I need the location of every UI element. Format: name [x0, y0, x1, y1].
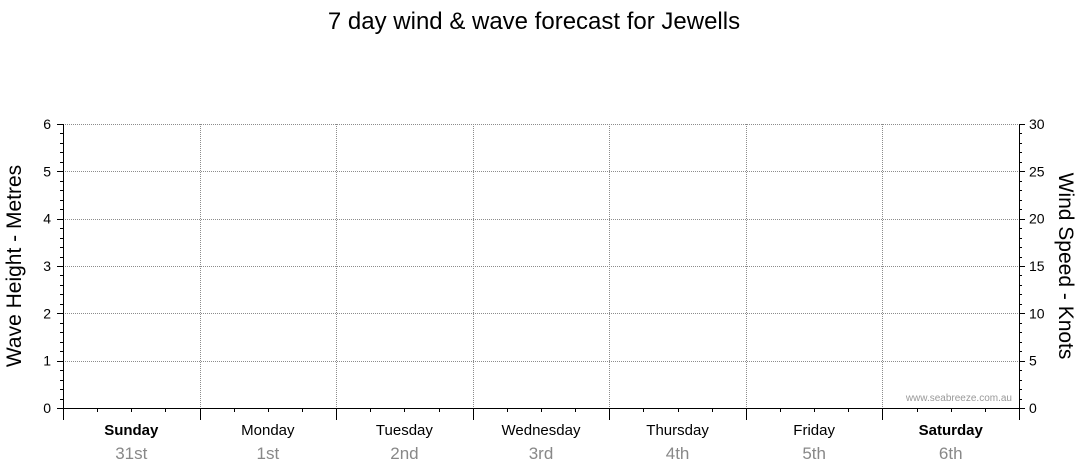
- left-tick-label: 4: [43, 211, 51, 227]
- day-date-label: 4th: [666, 444, 690, 463]
- watermark: www.seabreeze.com.au: [905, 393, 1012, 404]
- day-name-label: Saturday: [919, 422, 984, 439]
- day-date-label: 6th: [939, 444, 963, 463]
- day-name-label: Thursday: [646, 422, 709, 439]
- right-tick-label: 10: [1029, 305, 1045, 321]
- day-name-label: Wednesday: [502, 422, 581, 439]
- right-tick-label: 15: [1029, 258, 1045, 274]
- chart-title: 7 day wind & wave forecast for Jewells: [328, 8, 740, 35]
- right-tick-label: 25: [1029, 163, 1045, 179]
- left-tick-label: 1: [43, 353, 51, 369]
- day-date-label: 2nd: [390, 444, 418, 463]
- day-date-label: 3rd: [529, 444, 554, 463]
- day-name-label: Monday: [241, 422, 295, 439]
- right-tick-label: 0: [1029, 400, 1037, 416]
- right-tick-label: 20: [1029, 211, 1045, 227]
- day-name-label: Sunday: [104, 422, 159, 439]
- left-tick-label: 0: [43, 400, 51, 416]
- tick-labels: 0 1 2 3 4 5 6 0 5 10 15 20 25 30 Sunday 31st Monday 1st Tu…: [43, 116, 1045, 463]
- grid: [63, 124, 1019, 408]
- day-name-label: Friday: [793, 422, 835, 439]
- left-tick-label: 3: [43, 258, 51, 274]
- day-date-label: 1st: [257, 444, 280, 463]
- right-tick-label: 5: [1029, 353, 1037, 369]
- day-date-label: 31st: [115, 444, 147, 463]
- left-tick-label: 6: [43, 116, 51, 132]
- left-tick-label: 2: [43, 305, 51, 321]
- left-tick-label: 5: [43, 163, 51, 179]
- right-tick-label: 30: [1029, 116, 1045, 132]
- left-axis-title: Wave Height - Metres: [3, 165, 26, 367]
- day-date-label: 5th: [802, 444, 826, 463]
- axes: [57, 124, 1025, 420]
- right-axis-title: Wind Speed - Knots: [1054, 173, 1077, 360]
- day-name-label: Tuesday: [376, 422, 433, 439]
